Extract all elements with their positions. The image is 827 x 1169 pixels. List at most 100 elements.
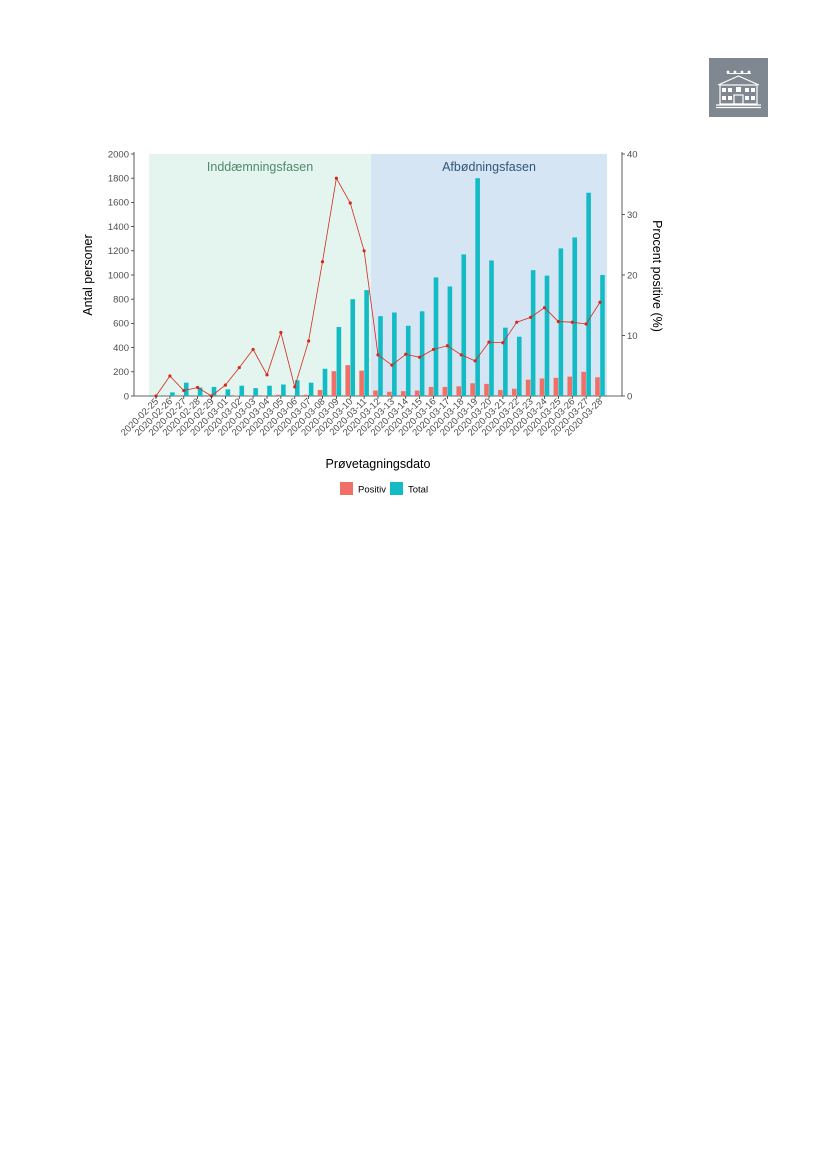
bar-total — [378, 316, 383, 396]
bar-total — [267, 385, 272, 396]
percent-point — [348, 201, 352, 205]
percent-point — [223, 383, 227, 387]
bar-total — [419, 311, 425, 396]
bar-positiv — [317, 389, 323, 396]
x-axis-ticks: 2020-02-252020-02-262020-02-272020-02-28… — [119, 396, 605, 438]
bar-positiv — [511, 388, 517, 396]
percent-point — [529, 315, 533, 319]
bar-total — [170, 392, 175, 396]
bar-total — [239, 385, 245, 396]
bar-positiv — [387, 391, 392, 396]
bar-total — [364, 290, 369, 396]
bar-total — [197, 387, 203, 396]
right-tick-label: 30 — [627, 210, 638, 221]
percent-point — [584, 322, 588, 326]
bar-positiv — [414, 390, 420, 396]
bar-positiv — [456, 386, 462, 396]
percent-point — [376, 353, 380, 357]
bar-total — [516, 336, 522, 396]
bar-total — [433, 277, 439, 396]
bar-total — [600, 275, 605, 396]
left-tick-label: 1600 — [108, 198, 129, 209]
percent-point — [182, 388, 186, 393]
bar-total — [530, 270, 536, 396]
phase-backgrounds: Inddæmningsfasen Afbødningsfasen — [149, 154, 607, 396]
bar-total — [461, 254, 467, 396]
bar-total — [544, 275, 550, 396]
percent-point — [293, 385, 297, 389]
right-y-axis-title: Procent positive (%) — [650, 220, 664, 332]
percent-point — [501, 341, 505, 345]
logo — [709, 58, 768, 117]
percent-point — [237, 365, 241, 370]
bar-total — [225, 389, 231, 396]
bar-total — [489, 260, 494, 396]
percent-point — [418, 355, 422, 359]
legend: Positiv Total — [340, 482, 428, 496]
bar-total — [183, 382, 189, 396]
bar-positiv — [400, 391, 406, 396]
building-icon — [716, 70, 761, 109]
bar-positiv — [442, 386, 448, 396]
percent-point — [265, 373, 269, 377]
legend-swatch-total — [390, 482, 403, 495]
bar-total — [572, 237, 578, 396]
chart: Inddæmningsfasen Afbødningsfasen 02004006… — [81, 149, 664, 496]
bar-positiv — [498, 389, 503, 396]
legend-label-total: Total — [408, 485, 428, 496]
percent-point — [556, 319, 560, 324]
percent-point — [542, 306, 547, 310]
right-tick-label: 10 — [627, 331, 638, 342]
bars — [156, 178, 605, 396]
bar-total — [586, 192, 591, 396]
percent-point — [307, 339, 311, 343]
x-axis-title: Prøvetagningsdato — [326, 457, 431, 471]
left-tick-label: 1000 — [108, 270, 129, 281]
left-tick-label: 2000 — [108, 149, 129, 160]
percent-point — [320, 260, 325, 264]
percent-point — [404, 352, 408, 356]
bar-positiv — [276, 394, 281, 396]
bar-total — [336, 327, 342, 396]
left-tick-label: 1400 — [108, 222, 129, 233]
percent-point — [473, 359, 477, 363]
percent-line — [154, 176, 602, 398]
bar-positiv — [373, 390, 378, 396]
bar-positiv — [331, 371, 337, 396]
bar-total — [322, 368, 328, 396]
legend-label-positiv: Positiv — [358, 485, 386, 496]
bar-positiv — [303, 394, 309, 396]
bar-positiv — [359, 370, 364, 396]
percent-point — [390, 363, 394, 367]
bar-total — [405, 325, 411, 396]
bar-positiv — [553, 377, 559, 396]
bar-total — [281, 384, 286, 396]
bar-total — [211, 386, 217, 396]
bar-positiv — [581, 371, 586, 396]
right-tick-label: 20 — [627, 270, 638, 281]
percent-point — [515, 320, 519, 324]
bar-positiv — [595, 377, 600, 396]
bar-total — [308, 382, 314, 396]
percent-point — [279, 330, 283, 335]
bar-positiv — [470, 383, 475, 396]
percent-point — [168, 374, 172, 378]
percent-point — [196, 385, 200, 390]
y-axis-title: Antal personer — [81, 234, 95, 315]
legend-swatch-positiv — [340, 482, 353, 495]
bar-positiv — [567, 376, 573, 396]
phase-label-0: Inddæmningsfasen — [207, 160, 313, 174]
bar-total — [447, 286, 453, 396]
bar-positiv — [525, 379, 531, 396]
left-tick-label: 400 — [113, 343, 129, 354]
phase-label-1: Afbødningsfasen — [442, 160, 536, 174]
percent-point — [362, 249, 366, 253]
left-tick-label: 1200 — [108, 246, 129, 257]
left-tick-label: 600 — [113, 319, 129, 330]
bar-total — [558, 248, 564, 396]
bar-total — [475, 178, 480, 396]
bar-total — [253, 388, 258, 396]
bar-positiv — [539, 378, 545, 396]
left-tick-label: 800 — [113, 295, 129, 306]
percent-point — [598, 300, 602, 304]
